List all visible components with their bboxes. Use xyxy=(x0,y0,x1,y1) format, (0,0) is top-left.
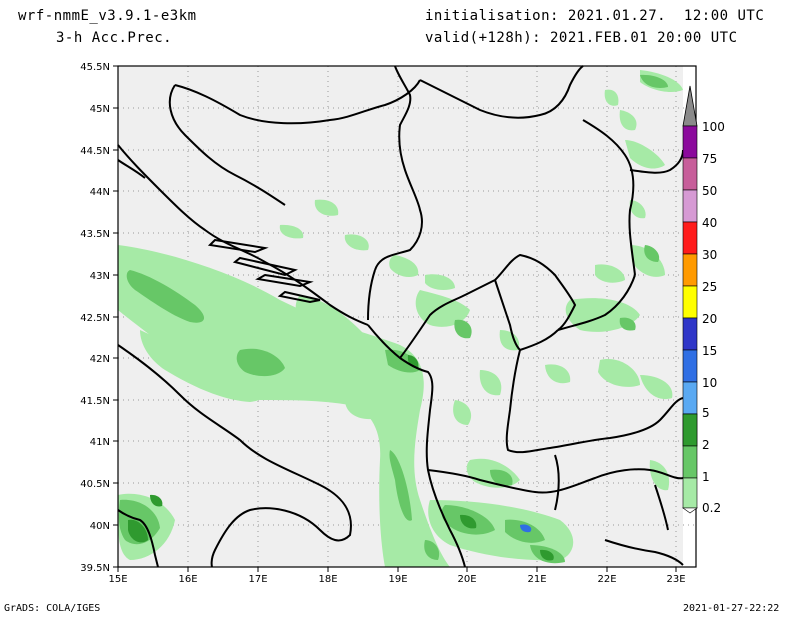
lat-label: 40.5N xyxy=(80,479,110,490)
colorbar-label: 1 xyxy=(702,470,710,484)
lon-label: 18E xyxy=(318,574,337,585)
lat-label: 45.5N xyxy=(80,62,110,73)
lat-label: 42.5N xyxy=(80,313,110,324)
lon-label: 20E xyxy=(457,574,476,585)
colorbar-label: 5 xyxy=(702,406,710,420)
colorbar-label: 10 xyxy=(702,376,718,390)
lat-label: 40N xyxy=(90,521,110,532)
colorbar xyxy=(682,85,698,514)
colorbar-swatch xyxy=(682,125,698,159)
colorbar-label: 40 xyxy=(702,216,718,230)
init-time: initialisation: 2021.01.27. 12:00 UTC xyxy=(425,8,765,24)
colorbar-swatch xyxy=(682,445,698,479)
colorbar-label: 15 xyxy=(702,344,718,358)
lon-label: 17E xyxy=(248,574,267,585)
colorbar-arrow-bottom xyxy=(682,507,698,514)
footer-timestamp: 2021-01-27-22:22 xyxy=(683,603,780,614)
lat-label: 39.5N xyxy=(80,563,110,574)
colorbar-label: 75 xyxy=(702,152,718,166)
colorbar-swatch xyxy=(682,349,698,383)
lat-label: 43.5N xyxy=(80,229,110,240)
colorbar-label: 100 xyxy=(702,120,725,134)
lon-label: 16E xyxy=(178,574,197,585)
colorbar-swatch xyxy=(682,381,698,415)
colorbar-label: 0.2 xyxy=(702,501,722,515)
field-title: 3-h Acc.Prec. xyxy=(56,30,173,46)
axis-ticks xyxy=(113,65,677,572)
lat-label: 44N xyxy=(90,187,110,198)
lon-label: 21E xyxy=(527,574,546,585)
colorbar-label: 50 xyxy=(702,184,718,198)
precip-heavy xyxy=(128,355,554,561)
lat-label: 41.5N xyxy=(80,396,110,407)
lat-label: 44.5N xyxy=(80,146,110,157)
colorbar-swatch xyxy=(682,189,698,223)
colorbar-label: 30 xyxy=(702,248,718,262)
colorbar-swatch xyxy=(682,413,698,447)
latitude-labels: 45.5N 45N 44.5N 44N 43.5N 43N 42.5N 42N … xyxy=(80,62,110,574)
colorbar-swatch xyxy=(682,285,698,319)
lon-label: 15E xyxy=(108,574,127,585)
lon-label: 22E xyxy=(597,574,616,585)
valid-time: valid(+128h): 2021.FEB.01 20:00 UTC xyxy=(425,30,738,46)
colorbar-swatch xyxy=(682,317,698,351)
colorbar-swatch xyxy=(682,157,698,191)
lat-label: 45N xyxy=(90,104,110,115)
colorbar-label: 20 xyxy=(702,312,718,326)
colorbar-swatch xyxy=(682,221,698,255)
footer-credit: GrADS: COLA/IGES xyxy=(4,603,101,614)
colorbar-label: 2 xyxy=(702,438,710,452)
coastlines-and-borders xyxy=(117,65,684,568)
colorbar-swatch xyxy=(682,253,698,287)
longitude-labels: 15E 16E 17E 18E 19E 20E 21E 22E 23E xyxy=(108,574,685,585)
model-title: wrf-nmmE_v3.9.1-e3km xyxy=(18,8,197,24)
lat-label: 43N xyxy=(90,271,110,282)
lon-label: 19E xyxy=(388,574,407,585)
colorbar-swatch xyxy=(682,477,698,509)
lat-label: 42N xyxy=(90,354,110,365)
lat-label: 41N xyxy=(90,437,110,448)
colorbar-label: 25 xyxy=(702,280,718,294)
lon-label: 23E xyxy=(666,574,685,585)
